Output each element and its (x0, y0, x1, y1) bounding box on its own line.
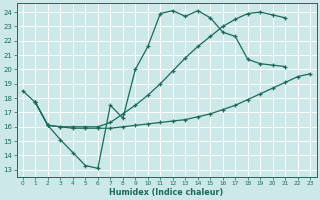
X-axis label: Humidex (Indice chaleur): Humidex (Indice chaleur) (109, 188, 224, 197)
